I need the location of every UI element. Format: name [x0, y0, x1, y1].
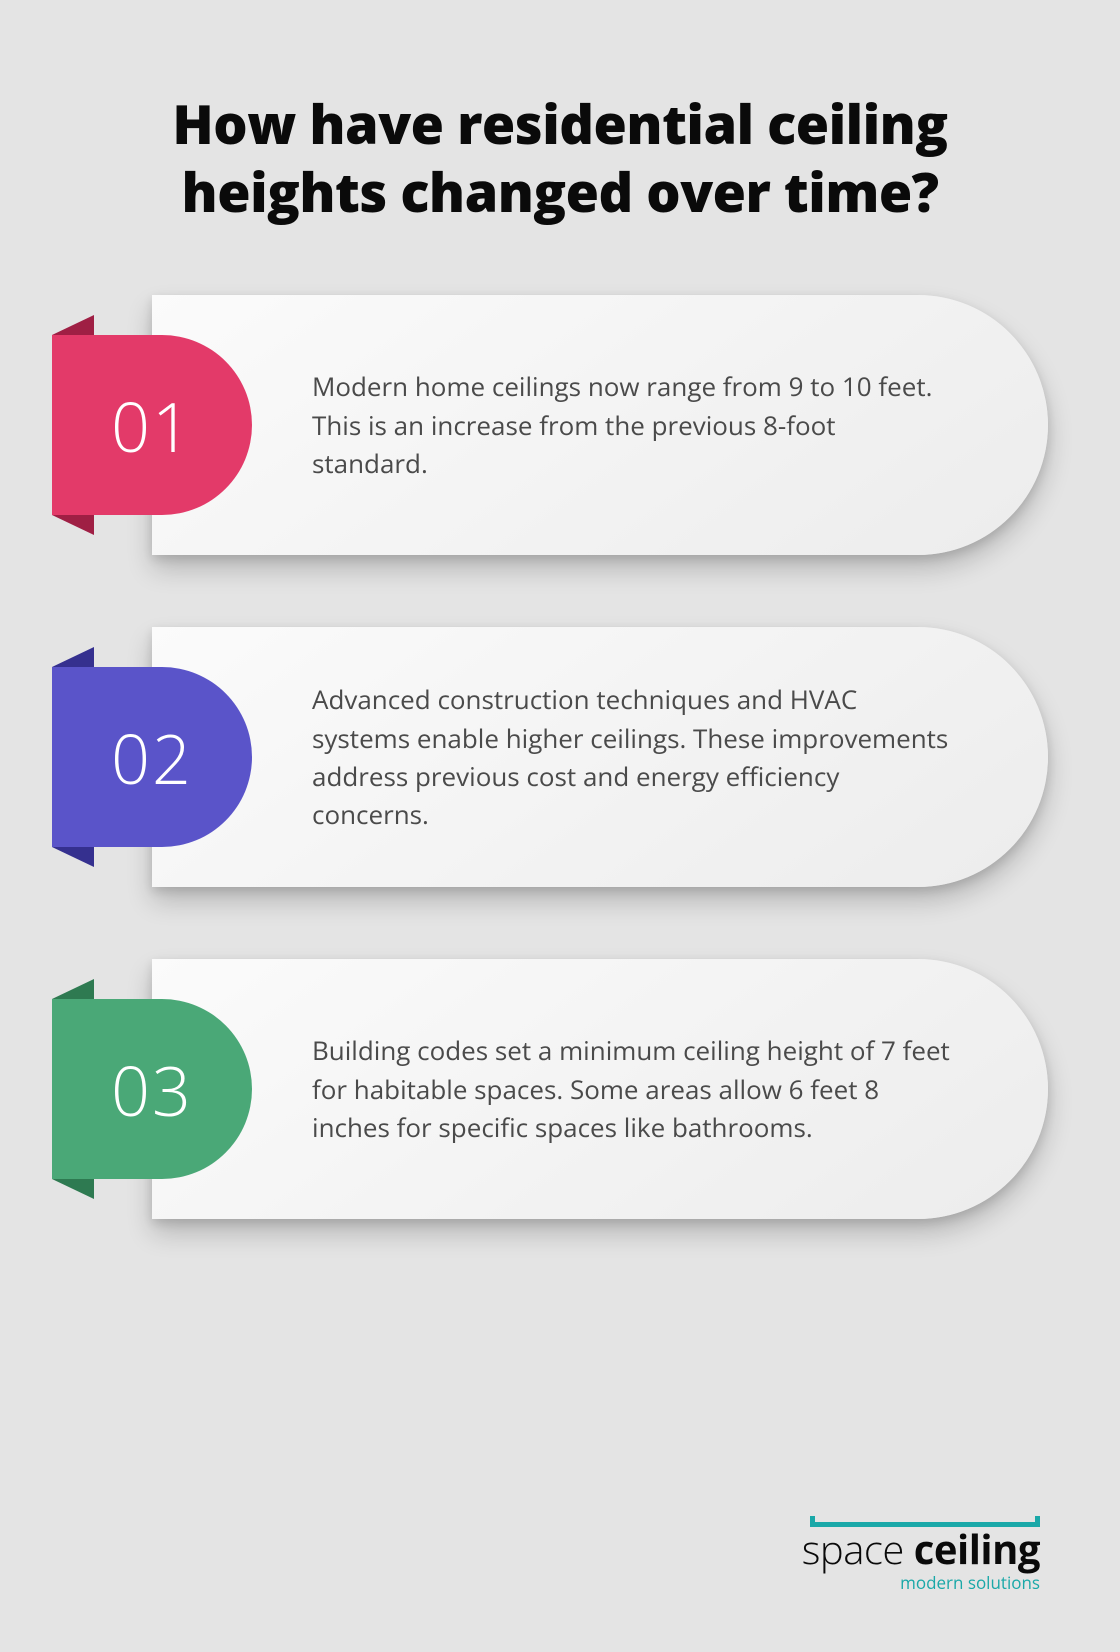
info-card-1: 01 Modern home ceilings now range from 9… — [52, 295, 1048, 555]
card-text-2: Advanced construction techniques and HVA… — [312, 680, 958, 834]
card-body-1: Modern home ceilings now range from 9 to… — [152, 295, 1048, 555]
number-badge-label-2: 02 — [111, 711, 193, 804]
brand-logo: space ceiling modern solutions — [802, 1522, 1040, 1594]
number-badge-3: 03 — [52, 999, 252, 1179]
logo-word-2: ceiling — [904, 1521, 1040, 1576]
number-badge-label-3: 03 — [111, 1043, 193, 1136]
info-card-3: 03 Building codes set a minimum ceiling … — [52, 959, 1048, 1219]
card-text-1: Modern home ceilings now range from 9 to… — [312, 367, 958, 482]
number-badge-1: 01 — [52, 335, 252, 515]
logo-wordmark: space ceiling — [802, 1529, 1040, 1569]
card-text-3: Building codes set a minimum ceiling hei… — [312, 1031, 958, 1146]
number-badge-label-1: 01 — [111, 379, 193, 472]
info-card-2: 02 Advanced construction techniques and … — [52, 627, 1048, 887]
card-list: 01 Modern home ceilings now range from 9… — [0, 295, 1120, 1219]
logo-bar-icon — [810, 1522, 1040, 1527]
number-badge-2: 02 — [52, 667, 252, 847]
card-body-2: Advanced construction techniques and HVA… — [152, 627, 1048, 887]
page-title: How have residential ceiling heights cha… — [0, 0, 1120, 225]
logo-word-1: space — [802, 1521, 904, 1576]
card-body-3: Building codes set a minimum ceiling hei… — [152, 959, 1048, 1219]
